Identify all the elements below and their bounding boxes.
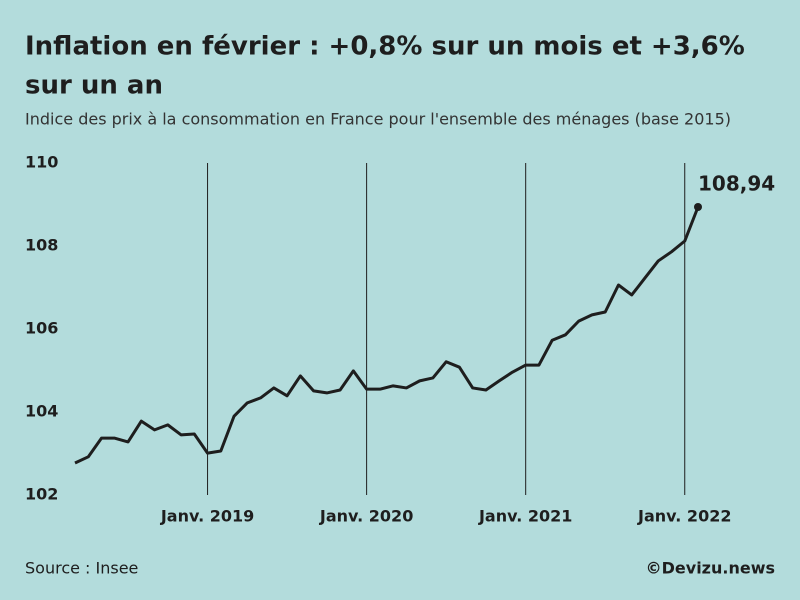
source: Source : Insee — [25, 559, 138, 578]
y-tick-label: 110 — [25, 153, 58, 172]
value-label: 108,94 — [698, 171, 775, 195]
y-tick-label: 104 — [25, 402, 58, 421]
line — [74, 206, 700, 465]
x-tick-label: Janv. 2022 — [637, 507, 731, 526]
chart-title-line1: Inflation en février : +0,8% sur un mois… — [25, 32, 745, 62]
y-tick-label: 102 — [25, 485, 58, 504]
x-tick-label: Janv. 2021 — [478, 507, 572, 526]
end-point — [694, 202, 702, 211]
chart-title-line2: sur un an — [25, 71, 163, 101]
x-tick-label: Janv. 2020 — [319, 507, 413, 526]
y-tick-label: 108 — [25, 236, 58, 255]
credit: ©Devizu.news — [646, 559, 775, 578]
y-tick-label: 106 — [25, 319, 58, 338]
x-tick-label: Janv. 2019 — [160, 507, 254, 526]
chart-subtitle: Indice des prix à la consommation en Fra… — [25, 110, 731, 129]
